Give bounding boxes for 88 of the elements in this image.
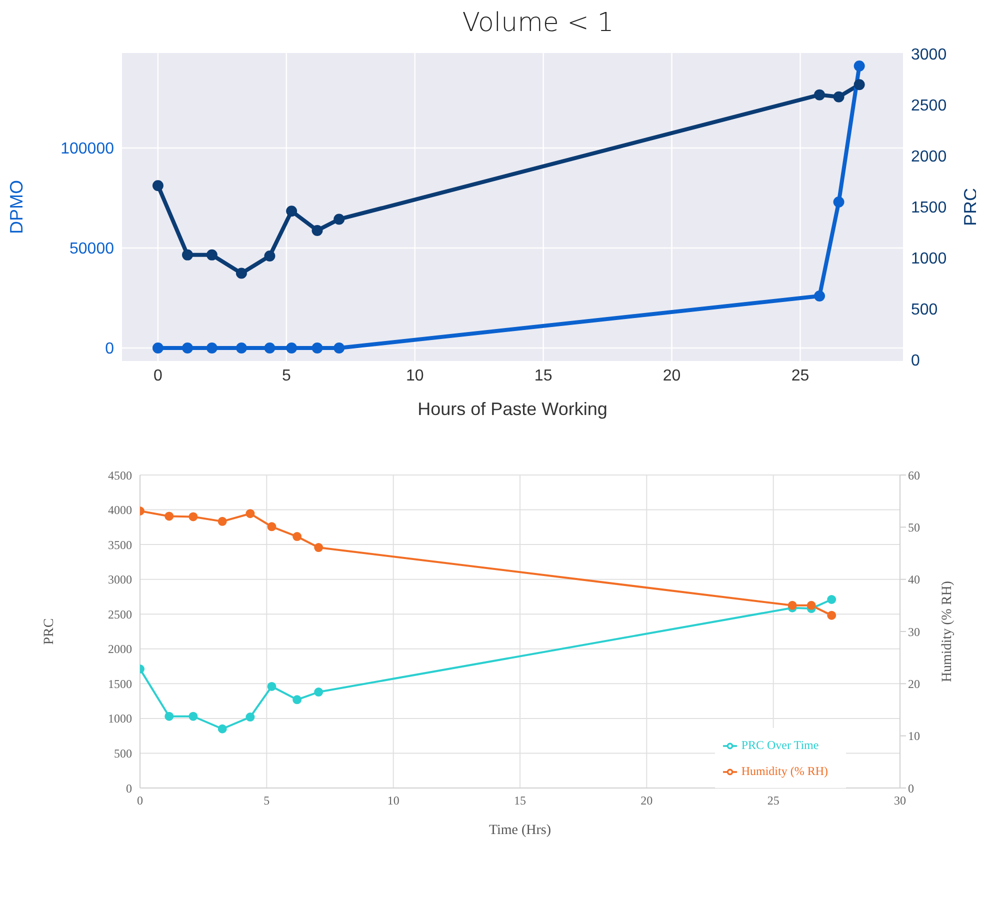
point bbox=[188, 512, 198, 522]
point bbox=[292, 695, 302, 704]
point bbox=[312, 342, 323, 354]
y-tick-label: 2500 bbox=[108, 607, 132, 622]
chart-title: Volume < 1 bbox=[461, 8, 615, 38]
point bbox=[206, 249, 218, 260]
point bbox=[164, 712, 174, 721]
x-tick-label: 20 bbox=[662, 367, 681, 384]
x-axis-title: Time (Hrs) bbox=[488, 823, 552, 838]
y2-tick-label: 0 bbox=[911, 352, 920, 370]
y-tick-label: 4000 bbox=[108, 503, 132, 518]
point bbox=[246, 712, 255, 722]
legend-label: PRC Over Time bbox=[741, 738, 819, 752]
x-tick-label: 15 bbox=[534, 367, 552, 384]
point bbox=[827, 610, 836, 620]
x-tick-label: 25 bbox=[791, 367, 810, 384]
point bbox=[152, 180, 164, 192]
y2-tick-label: 40 bbox=[908, 572, 920, 587]
y-tick-label: 4500 bbox=[108, 468, 132, 482]
point bbox=[286, 342, 298, 354]
point bbox=[806, 600, 816, 610]
y2-tick-label: 60 bbox=[908, 468, 920, 482]
point bbox=[267, 682, 276, 691]
point bbox=[833, 91, 844, 102]
legend-label: Humidity (% RH) bbox=[741, 764, 828, 778]
point bbox=[286, 206, 298, 217]
y2-tick-label: 1000 bbox=[911, 250, 947, 268]
x-tick-label: 5 bbox=[282, 367, 291, 384]
point bbox=[292, 532, 302, 542]
y-tick-label: 0 bbox=[126, 781, 132, 796]
y-tick-label: 2000 bbox=[108, 642, 132, 656]
y2-tick-label: 3000 bbox=[911, 46, 947, 64]
y-tick-label: 3500 bbox=[108, 538, 132, 552]
point bbox=[833, 196, 844, 208]
y-axis-title: DPMO bbox=[6, 180, 26, 234]
point bbox=[814, 89, 826, 100]
point bbox=[267, 522, 276, 532]
point bbox=[314, 543, 324, 552]
y-tick-label: 3000 bbox=[108, 572, 132, 587]
y2-tick-label: 0 bbox=[908, 781, 914, 796]
y2-axis-title: Humidity (% RH) bbox=[940, 580, 955, 682]
x-tick-label: 20 bbox=[640, 794, 653, 808]
y2-tick-label: 30 bbox=[908, 624, 920, 639]
y2-tick-label: 500 bbox=[911, 302, 938, 319]
x-tick-label: 10 bbox=[387, 794, 400, 808]
point bbox=[246, 509, 255, 518]
y-tick-label: 1500 bbox=[108, 676, 132, 691]
point bbox=[264, 250, 276, 262]
point bbox=[854, 60, 865, 72]
point bbox=[164, 512, 174, 521]
x-tick-label: 0 bbox=[137, 794, 143, 808]
x-tick-label: 0 bbox=[154, 367, 163, 384]
y-tick-label: 500 bbox=[114, 746, 132, 760]
x-tick-label: 5 bbox=[264, 794, 270, 808]
y2-tick-label: 10 bbox=[908, 729, 920, 744]
y-tick-label: 1000 bbox=[108, 712, 132, 726]
point bbox=[206, 342, 218, 354]
point bbox=[236, 268, 247, 279]
y2-tick-label: 1500 bbox=[911, 200, 947, 217]
point bbox=[334, 342, 345, 354]
x-tick-label: 10 bbox=[406, 367, 424, 384]
y-tick-label: 100000 bbox=[60, 140, 114, 158]
point bbox=[152, 342, 164, 354]
y-tick-label: 0 bbox=[105, 340, 114, 358]
x-tick-label: 25 bbox=[767, 794, 780, 808]
point bbox=[854, 79, 865, 90]
x-tick-label: 15 bbox=[514, 794, 526, 808]
point bbox=[827, 595, 836, 604]
point bbox=[182, 249, 194, 260]
x-tick-label: 30 bbox=[894, 794, 906, 808]
y2-tick-label: 50 bbox=[908, 520, 920, 534]
point bbox=[218, 724, 227, 734]
y2-tick-label: 20 bbox=[908, 676, 920, 691]
y2-tick-label: 2500 bbox=[911, 98, 947, 115]
point bbox=[314, 688, 324, 697]
point bbox=[182, 342, 194, 354]
point bbox=[236, 342, 247, 354]
point bbox=[188, 712, 198, 721]
point bbox=[334, 214, 345, 225]
x-axis-title: Hours of Paste Working bbox=[418, 399, 608, 419]
y-axis-title: PRC bbox=[42, 618, 57, 645]
y-tick-label: 50000 bbox=[70, 240, 114, 258]
point bbox=[264, 342, 276, 354]
point bbox=[814, 290, 826, 302]
point bbox=[218, 516, 227, 526]
point bbox=[312, 224, 323, 236]
y2-tick-label: 2000 bbox=[911, 148, 947, 166]
point bbox=[788, 600, 797, 610]
